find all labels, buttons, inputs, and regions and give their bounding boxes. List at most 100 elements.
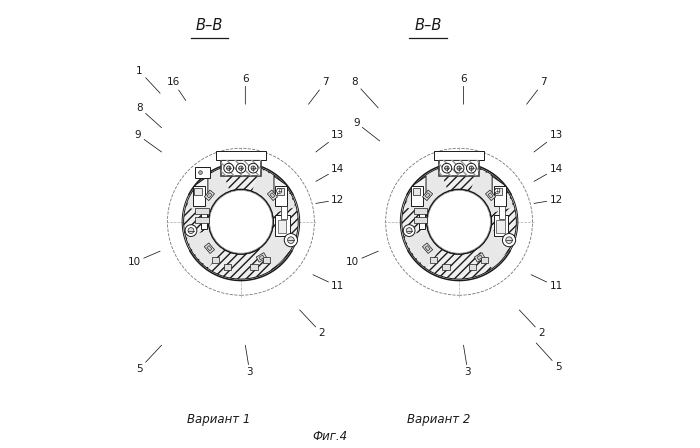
Polygon shape (241, 222, 295, 268)
Text: 9: 9 (135, 130, 162, 152)
Circle shape (427, 190, 491, 254)
Polygon shape (274, 176, 286, 196)
Bar (220, 160, 261, 176)
Circle shape (188, 228, 194, 233)
Bar (259, 255, 264, 260)
Bar (224, 264, 232, 270)
Bar (256, 253, 267, 262)
Bar (439, 160, 480, 176)
Text: 3: 3 (245, 345, 253, 377)
Text: 7: 7 (309, 77, 329, 104)
Text: 10: 10 (346, 251, 378, 267)
Bar (425, 246, 430, 251)
Circle shape (495, 188, 500, 194)
Text: 16: 16 (167, 77, 186, 100)
Wedge shape (402, 164, 517, 279)
Bar (435, 151, 484, 160)
Text: 1: 1 (136, 66, 160, 93)
Text: Вариант 2: Вариант 2 (407, 414, 470, 426)
Text: 12: 12 (534, 195, 563, 205)
Bar (263, 257, 270, 263)
Bar (195, 208, 209, 215)
Circle shape (251, 166, 256, 170)
Text: 9: 9 (353, 118, 379, 141)
Circle shape (444, 166, 449, 170)
Bar (216, 151, 265, 160)
Bar (442, 264, 449, 270)
Circle shape (185, 225, 197, 237)
Circle shape (469, 166, 473, 170)
Circle shape (503, 233, 516, 247)
Bar (220, 160, 261, 176)
Polygon shape (459, 222, 513, 268)
Polygon shape (492, 176, 505, 196)
Bar (281, 206, 287, 219)
Text: 12: 12 (316, 195, 344, 205)
Text: 14: 14 (534, 164, 563, 181)
Polygon shape (241, 169, 295, 222)
Bar (204, 190, 214, 201)
Bar (430, 257, 437, 263)
Bar (439, 160, 480, 176)
Bar (412, 186, 424, 207)
Text: 2: 2 (519, 310, 545, 338)
Circle shape (454, 164, 464, 173)
Bar (425, 193, 430, 198)
Text: 14: 14 (316, 164, 344, 181)
Polygon shape (405, 169, 459, 222)
Text: 11: 11 (313, 275, 344, 291)
Circle shape (403, 225, 415, 237)
Bar (202, 211, 207, 229)
Circle shape (209, 190, 273, 254)
Circle shape (239, 166, 243, 170)
Bar (468, 264, 476, 270)
Text: B–B: B–B (414, 18, 442, 34)
Text: 11: 11 (531, 275, 563, 291)
Bar (494, 215, 508, 236)
Circle shape (236, 164, 246, 173)
Text: 3: 3 (463, 345, 471, 377)
Text: 10: 10 (128, 251, 160, 267)
Bar (275, 186, 287, 207)
Bar (486, 190, 496, 201)
Circle shape (288, 237, 294, 243)
Bar (481, 257, 489, 263)
Text: 5: 5 (536, 343, 561, 372)
Bar (423, 190, 433, 201)
Bar (195, 188, 202, 195)
Bar (494, 186, 505, 207)
Text: 2: 2 (300, 310, 325, 338)
Bar (193, 186, 205, 207)
Circle shape (224, 164, 234, 173)
Text: 13: 13 (316, 130, 344, 152)
Bar (423, 243, 433, 254)
Bar (276, 188, 284, 195)
Circle shape (276, 188, 281, 194)
Text: 7: 7 (526, 77, 547, 104)
Bar (267, 190, 277, 201)
Bar (414, 208, 427, 215)
Text: 6: 6 (242, 73, 248, 104)
Text: 5: 5 (136, 345, 162, 374)
Bar (488, 193, 493, 198)
Bar (475, 253, 485, 262)
Polygon shape (459, 169, 513, 222)
Bar (275, 215, 290, 236)
Polygon shape (195, 176, 208, 196)
Circle shape (466, 164, 476, 173)
Bar (207, 246, 212, 251)
Bar (413, 188, 420, 195)
Wedge shape (183, 164, 298, 279)
Bar (414, 217, 427, 223)
Circle shape (284, 233, 298, 247)
Text: 6: 6 (460, 73, 467, 104)
Bar (195, 167, 210, 178)
Text: B–B: B–B (196, 18, 223, 34)
Text: Вариант 1: Вариант 1 (187, 414, 251, 426)
Text: Фиг.4: Фиг.4 (312, 430, 347, 443)
Circle shape (227, 166, 231, 170)
Bar (495, 188, 502, 195)
Circle shape (505, 237, 512, 243)
Bar (270, 193, 275, 198)
Polygon shape (414, 176, 426, 196)
